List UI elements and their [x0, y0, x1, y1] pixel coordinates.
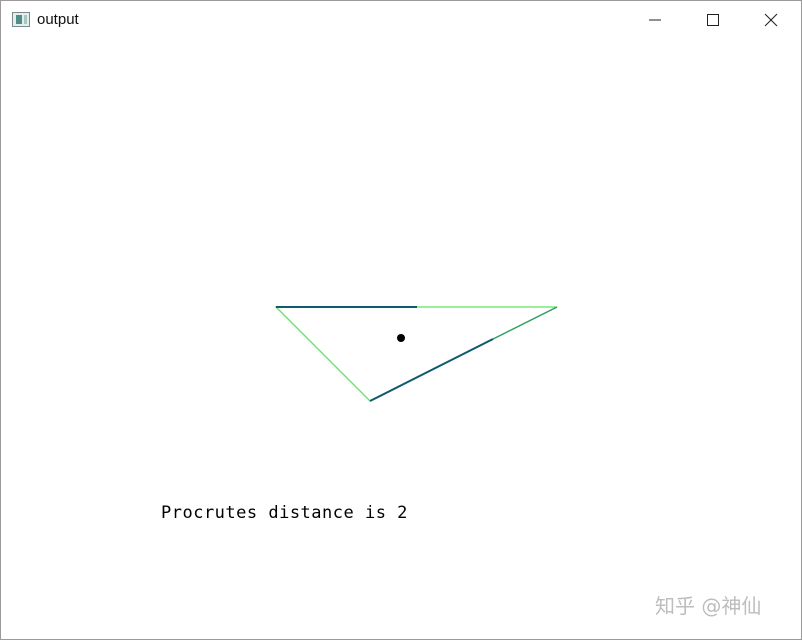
title-bar[interactable]: output: [1, 1, 801, 39]
window-title: output: [37, 11, 79, 28]
centroid-point: [397, 334, 405, 342]
minimize-button[interactable]: [626, 1, 684, 39]
procrustes-distance-text: Procrutes distance is 2: [161, 503, 408, 523]
app-icon-pane: [16, 15, 22, 24]
minimize-icon: [649, 19, 661, 21]
close-icon: [764, 13, 778, 27]
maximize-icon: [707, 14, 719, 26]
triangle-overlay-right-edge: [369, 338, 494, 402]
maximize-button[interactable]: [684, 1, 742, 39]
triangle-reference: [274, 306, 558, 402]
output-canvas: [1, 39, 801, 639]
watermark-text: 知乎 @神仙: [655, 594, 762, 618]
close-button[interactable]: [742, 1, 800, 39]
drawing-surface: [274, 306, 558, 402]
triangle-overlay-right-edge-tail: [492, 306, 558, 340]
app-icon-pane-secondary: [24, 15, 27, 24]
app-window-icon[interactable]: [12, 12, 30, 27]
